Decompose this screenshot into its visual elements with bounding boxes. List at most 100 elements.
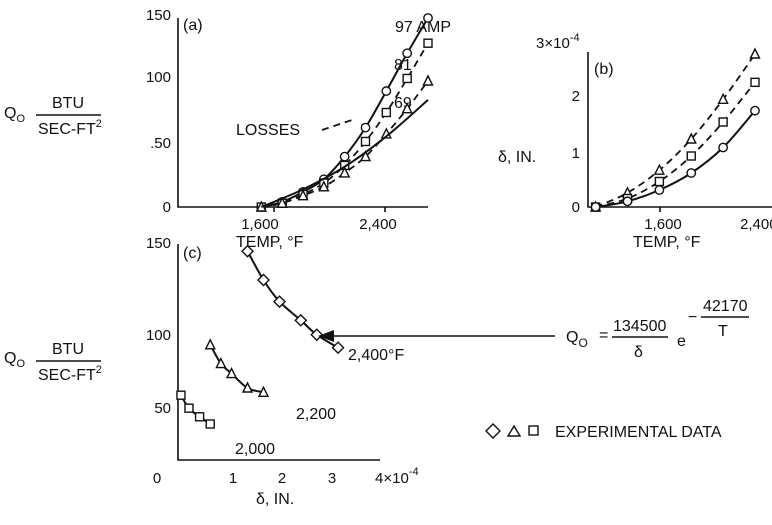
panel-b-series-2-circle-marker: [590, 202, 601, 212]
panel-c-series-2-square-marker: [176, 390, 186, 400]
panel-c-xtick: 4×10-4: [375, 466, 419, 487]
panel-a-ytick: 0: [163, 199, 171, 216]
panel-c-xtick: 1: [229, 470, 237, 487]
panel-b-ytick-top: 3×10-4: [536, 32, 580, 52]
panel-a-series-2-triangle-marker: [276, 196, 288, 208]
panel-c-series-1-triangle-marker: [204, 338, 216, 350]
legend: EXPERIMENTAL DATA: [485, 423, 722, 441]
panel-c-xlabel: δ, IN.: [256, 491, 294, 508]
panel-b-ytick: 0: [572, 199, 580, 216]
panel-a-series: [255, 13, 434, 212]
equation-exp-num: 42170: [703, 298, 748, 315]
panel-a-yunit-num: BTU: [52, 95, 84, 112]
panel-a-series-1-square-marker: [402, 73, 412, 84]
panel-b: (b) 3×10-4 2 1 0 δ, IN. 1,600 2,400 TEMP…: [498, 32, 772, 251]
legend-diamond-marker: [485, 423, 501, 439]
panel-c-series-0-diamond-marker: [272, 295, 286, 309]
panel-c-series: [176, 244, 345, 429]
panel-a-series-3-line: [260, 99, 429, 208]
panel-a-losses-leader: [321, 119, 353, 131]
panel-a-series-1-square-marker: [381, 107, 392, 118]
panel-a-series-0-circle-marker: [381, 86, 392, 96]
panel-c-xtick: 0: [153, 470, 161, 487]
panel-c-series-0-diamond-marker: [257, 273, 270, 287]
panel-a-ytick: 150: [146, 7, 171, 24]
equation-exp-sign: −: [688, 309, 697, 326]
panel-c-ytick: 100: [146, 327, 171, 344]
panel-c-series-0-diamond-marker: [294, 313, 308, 327]
panel-a-yunit-den: SEC-FT2: [38, 118, 102, 138]
equation-denominator: δ: [634, 344, 643, 361]
panel-a-series-2-triangle-marker: [339, 166, 351, 178]
panel-c-series-1-triangle-marker: [241, 381, 254, 393]
panel-a-series-2-triangle-marker: [318, 180, 330, 192]
panel-b-series-2-circle-marker: [750, 105, 760, 116]
panel-a-xtick: 1,600: [241, 216, 279, 233]
panel-c-ytick: 50: [154, 400, 171, 417]
panel-a-xlabel: TEMP, °F: [236, 234, 304, 251]
panel-a-series-2-line: [261, 80, 429, 208]
panel-b-series-0-line: [595, 53, 756, 208]
panel-b-xlabel: TEMP, °F: [633, 234, 701, 251]
panel-b-series-2-circle-marker: [654, 185, 665, 195]
panel-c-series-0-line: [246, 250, 339, 349]
panel-c-series-1-line: [209, 344, 264, 394]
panel-b-series-1-square-marker: [718, 117, 728, 127]
panel-c-series-2-square-marker: [184, 403, 194, 413]
equation-e: e: [677, 333, 686, 350]
equation-equals: =: [599, 327, 608, 344]
panel-c-axes: [177, 244, 380, 461]
panel-c-series-1-triangle-marker: [225, 367, 238, 379]
panel-b-label: (b): [594, 61, 614, 78]
panel-b-series-0-triangle-marker: [685, 132, 697, 144]
panel-a-ytick: .50: [150, 135, 171, 152]
panel-b-series-2-line: [595, 110, 756, 208]
panel-b-series-0-triangle-marker: [653, 163, 666, 175]
panel-b-axes: [587, 52, 772, 208]
panel-b-ytick: 2: [572, 88, 580, 105]
panel-a-series-1-square-marker: [423, 38, 433, 48]
panel-b-series: [589, 47, 761, 212]
panel-c-yunit-num: BTU: [52, 341, 84, 358]
panel-c-ylabel: QO: [4, 350, 25, 370]
panel-a-series-0-circle-marker: [360, 122, 371, 133]
panel-a-series-2-triangle-marker: [359, 150, 372, 162]
panel-a-series-0-circle-marker: [423, 13, 433, 23]
panel-a-ylabel: QO: [4, 105, 25, 125]
panel-a: (a) 150 100 .50 0 1,600 2,400 TEMP, °F Q…: [4, 7, 451, 251]
panel-a-series-2-triangle-marker: [297, 189, 309, 201]
legend-label: EXPERIMENTAL DATA: [555, 424, 722, 441]
panel-b-xtick: 1,600: [644, 216, 682, 233]
panel-a-label: (a): [183, 17, 203, 34]
equation-arrow-head: [318, 330, 334, 342]
panel-c-series-1-triangle-marker: [257, 385, 270, 398]
panel-b-ytick: 1: [572, 145, 580, 162]
equation-lhs: QO: [566, 329, 588, 350]
panel-c-series-2-square-marker: [194, 412, 205, 422]
panel-a-series-2-triangle-marker: [401, 102, 413, 114]
panel-c-xtick: 3: [328, 470, 336, 487]
panel-b-series-1-square-marker: [750, 77, 760, 88]
legend-triangle-marker: [506, 424, 522, 437]
equation: QO = 134500 δ e − 42170 T: [318, 298, 749, 361]
panel-c-series-1-triangle-marker: [215, 356, 227, 369]
panel-a-ytick: 100: [146, 69, 171, 86]
panel-c-xtick: 2: [278, 470, 286, 487]
legend-square-marker: [528, 425, 539, 436]
panel-a-series-1-square-marker: [360, 136, 371, 147]
panel-b-series-2-circle-marker: [718, 142, 729, 153]
panel-a-series-0-circle-marker: [402, 48, 413, 59]
panel-a-xtick: 2,400: [359, 216, 397, 233]
panel-b-series-1-line: [595, 81, 756, 208]
panel-a-axes: [177, 18, 428, 208]
panel-a-series-0-circle-marker: [339, 151, 350, 162]
panel-c-label: (c): [183, 245, 202, 262]
panel-c-ytick: 150: [146, 235, 171, 252]
panel-a-losses-label: LOSSES: [236, 122, 300, 139]
panel-b-series-0-triangle-marker: [749, 47, 761, 59]
panel-b-series-2-circle-marker: [686, 168, 697, 178]
panel-b-series-2-circle-marker: [622, 196, 633, 207]
panel-c-yunit-den: SEC-FT2: [38, 364, 102, 384]
